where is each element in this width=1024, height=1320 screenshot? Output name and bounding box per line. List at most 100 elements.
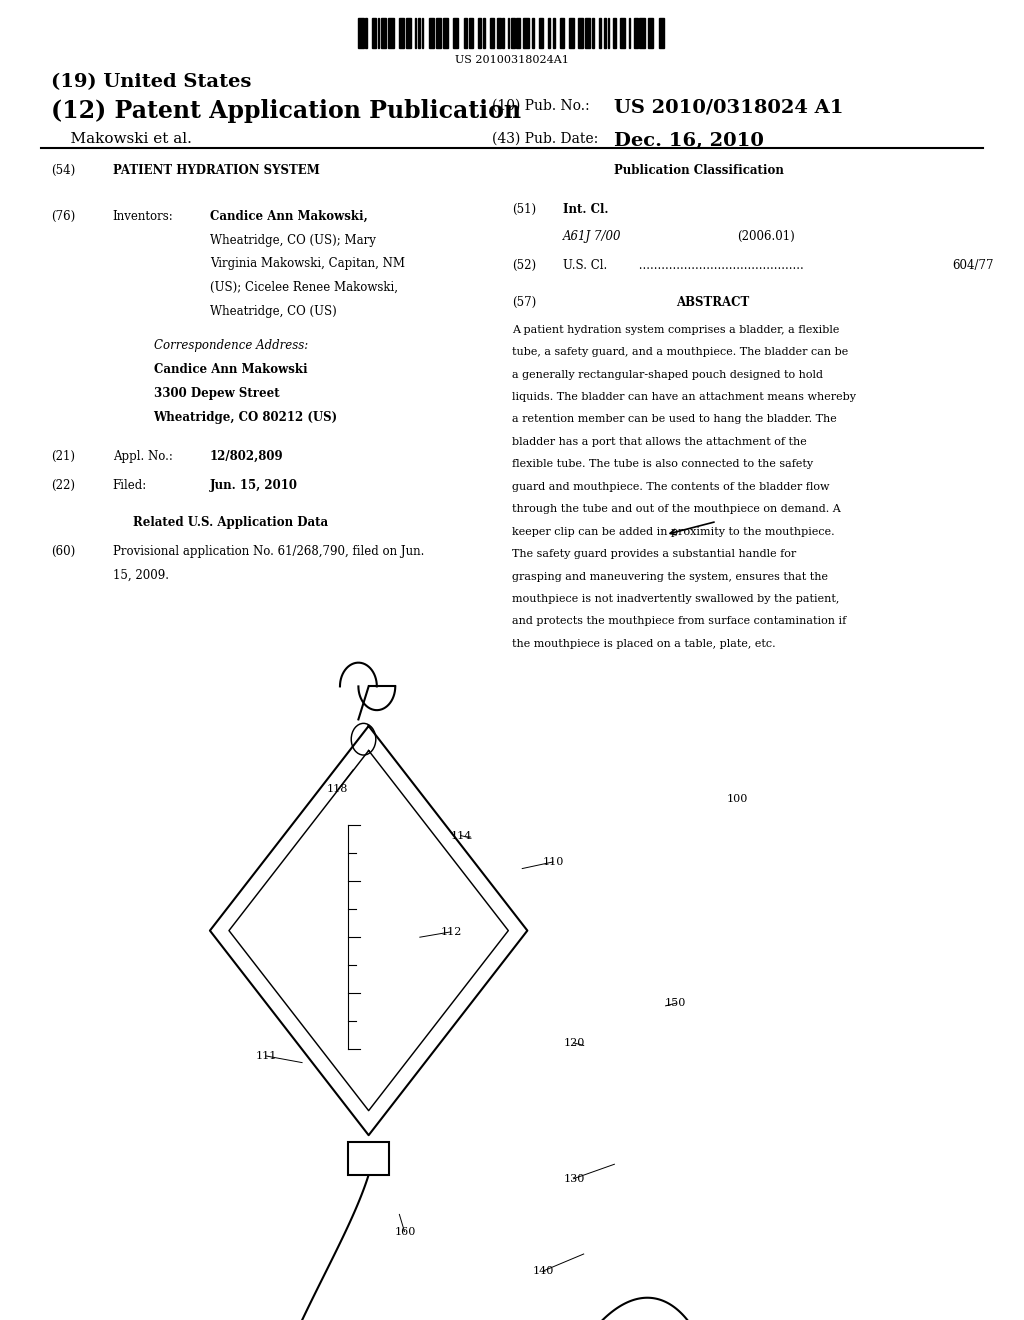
Bar — [348, 1142, 389, 1175]
Text: The safety guard provides a substantial handle for: The safety guard provides a substantial … — [512, 549, 797, 560]
Text: 604/77: 604/77 — [952, 259, 994, 272]
Text: Inventors:: Inventors: — [113, 210, 173, 223]
Text: 112: 112 — [440, 927, 462, 937]
Text: guard and mouthpiece. The contents of the bladder flow: guard and mouthpiece. The contents of th… — [512, 482, 829, 492]
Text: A patient hydration system comprises a bladder, a flexible: A patient hydration system comprises a b… — [512, 325, 840, 335]
Text: (US); Cicelee Renee Makowski,: (US); Cicelee Renee Makowski, — [210, 281, 398, 294]
Text: US 2010/0318024 A1: US 2010/0318024 A1 — [614, 99, 844, 117]
Text: Makowski et al.: Makowski et al. — [51, 132, 193, 147]
Text: U.S. Cl.: U.S. Cl. — [563, 259, 607, 272]
Text: a retention member can be used to hang the bladder. The: a retention member can be used to hang t… — [512, 414, 837, 425]
Text: Virginia Makowski, Capitan, NM: Virginia Makowski, Capitan, NM — [210, 257, 404, 271]
Bar — [464, 18, 467, 48]
Bar — [532, 18, 534, 48]
Text: Candice Ann Makowski: Candice Ann Makowski — [154, 363, 307, 376]
Bar — [523, 18, 528, 48]
Text: (57): (57) — [512, 296, 537, 309]
Bar — [607, 18, 609, 48]
Bar — [511, 18, 515, 48]
Text: the mouthpiece is placed on a table, plate, etc.: the mouthpiece is placed on a table, pla… — [512, 639, 775, 649]
Bar — [604, 18, 606, 48]
Text: (76): (76) — [51, 210, 76, 223]
Text: (12) Patent Application Publication: (12) Patent Application Publication — [51, 99, 521, 123]
Bar — [454, 18, 459, 48]
Text: (21): (21) — [51, 450, 75, 463]
Text: US 20100318024A1: US 20100318024A1 — [455, 55, 569, 66]
Text: 111: 111 — [256, 1051, 278, 1061]
Text: Publication Classification: Publication Classification — [614, 164, 784, 177]
Text: Filed:: Filed: — [113, 479, 146, 492]
Text: A61J 7/00: A61J 7/00 — [563, 230, 622, 243]
Bar — [418, 18, 420, 48]
Text: Wheatridge, CO (US); Mary: Wheatridge, CO (US); Mary — [210, 234, 376, 247]
Bar — [406, 18, 411, 48]
Text: and protects the mouthpiece from surface contamination if: and protects the mouthpiece from surface… — [512, 616, 846, 627]
Bar — [553, 18, 555, 48]
Bar — [366, 18, 368, 48]
Bar — [378, 18, 380, 48]
Text: Provisional application No. 61/268,790, filed on Jun.: Provisional application No. 61/268,790, … — [113, 545, 424, 558]
Text: grasping and maneuvering the system, ensures that the: grasping and maneuvering the system, ens… — [512, 572, 828, 582]
Text: Int. Cl.: Int. Cl. — [563, 203, 608, 216]
Text: 12/802,809: 12/802,809 — [210, 450, 284, 463]
Text: (43) Pub. Date:: (43) Pub. Date: — [492, 132, 598, 147]
Text: Related U.S. Application Data: Related U.S. Application Data — [133, 516, 329, 529]
Text: 150: 150 — [665, 998, 686, 1008]
Text: (22): (22) — [51, 479, 75, 492]
Text: ............................................: ........................................… — [635, 259, 804, 272]
Bar — [620, 18, 626, 48]
Bar — [548, 18, 550, 48]
Bar — [629, 18, 631, 48]
Bar — [469, 18, 472, 48]
Text: (10) Pub. No.:: (10) Pub. No.: — [492, 99, 589, 114]
Text: PATIENT HYDRATION SYSTEM: PATIENT HYDRATION SYSTEM — [113, 164, 319, 177]
Bar — [435, 18, 441, 48]
Bar — [578, 18, 583, 48]
Text: (2006.01): (2006.01) — [737, 230, 795, 243]
Text: 3300 Depew Street: 3300 Depew Street — [154, 387, 280, 400]
Bar — [613, 18, 616, 48]
Text: 140: 140 — [532, 1266, 554, 1276]
Text: Wheatridge, CO (US): Wheatridge, CO (US) — [210, 305, 337, 318]
Text: liquids. The bladder can have an attachment means whereby: liquids. The bladder can have an attachm… — [512, 392, 856, 403]
Bar — [639, 18, 644, 48]
Text: tube, a safety guard, and a mouthpiece. The bladder can be: tube, a safety guard, and a mouthpiece. … — [512, 347, 848, 358]
Bar — [540, 18, 543, 48]
Text: 120: 120 — [563, 1038, 585, 1048]
Text: Correspondence Address:: Correspondence Address: — [154, 339, 308, 352]
Bar — [483, 18, 484, 48]
Text: 110: 110 — [543, 857, 564, 867]
Bar — [592, 18, 594, 48]
Text: through the tube and out of the mouthpiece on demand. A: through the tube and out of the mouthpie… — [512, 504, 841, 515]
Bar — [415, 18, 417, 48]
Bar — [585, 18, 590, 48]
Text: bladder has a port that allows the attachment of the: bladder has a port that allows the attac… — [512, 437, 807, 447]
Text: 15, 2009.: 15, 2009. — [113, 569, 169, 582]
Bar — [599, 18, 601, 48]
Text: Candice Ann Makowski,: Candice Ann Makowski, — [210, 210, 368, 223]
Text: 118: 118 — [327, 784, 348, 795]
Text: 160: 160 — [394, 1226, 416, 1237]
Text: (60): (60) — [51, 545, 76, 558]
Bar — [569, 18, 574, 48]
Text: keeper clip can be added in proximity to the mouthpiece.: keeper clip can be added in proximity to… — [512, 527, 835, 537]
Bar — [658, 18, 664, 48]
Bar — [388, 18, 393, 48]
Bar — [508, 18, 509, 48]
Bar — [560, 18, 564, 48]
Text: Jun. 15, 2010: Jun. 15, 2010 — [210, 479, 298, 492]
Text: (19) United States: (19) United States — [51, 73, 252, 91]
Text: Wheatridge, CO 80212 (US): Wheatridge, CO 80212 (US) — [154, 411, 338, 424]
Text: ABSTRACT: ABSTRACT — [676, 296, 750, 309]
Bar — [497, 18, 501, 48]
Text: Dec. 16, 2010: Dec. 16, 2010 — [614, 132, 764, 150]
Bar — [478, 18, 481, 48]
Text: 130: 130 — [563, 1173, 585, 1184]
Bar — [516, 18, 520, 48]
Text: (54): (54) — [51, 164, 76, 177]
Bar — [648, 18, 653, 48]
Text: 114: 114 — [451, 830, 472, 841]
Text: mouthpiece is not inadvertently swallowed by the patient,: mouthpiece is not inadvertently swallowe… — [512, 594, 840, 605]
Text: 100: 100 — [727, 793, 749, 804]
Bar — [503, 18, 504, 48]
